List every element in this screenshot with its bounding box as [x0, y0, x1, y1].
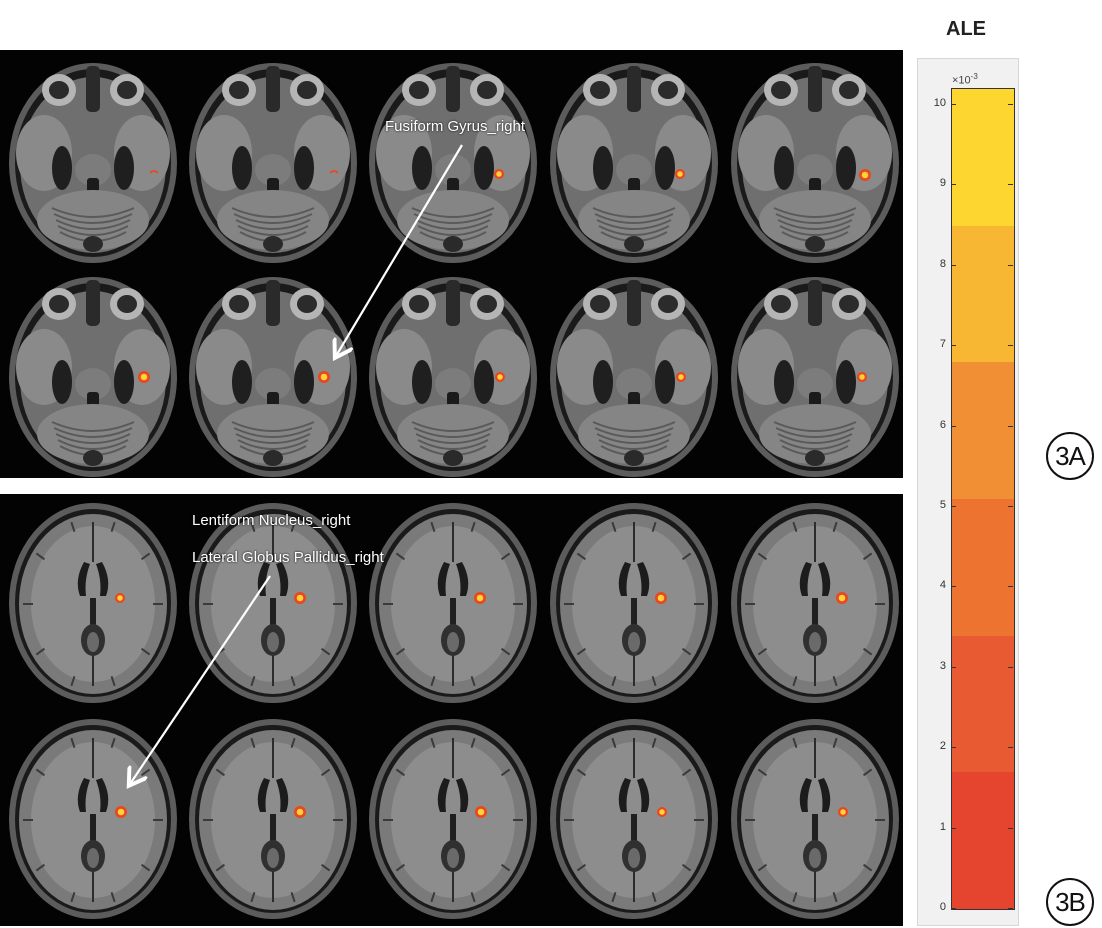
colorbar-segment [952, 499, 1014, 636]
colorbar-tick-mark [951, 345, 956, 347]
axial-slice-a-1 [4, 58, 182, 264]
colorbar-tick-mark [1008, 264, 1013, 266]
axial-slice-a-10 [726, 272, 904, 478]
axial-slice-a-8 [364, 272, 542, 478]
colorbar-tick-mark [951, 586, 956, 588]
colorbar-exponent: ×10-3 [952, 72, 978, 87]
colorbar-tick-label: 4 [939, 579, 946, 592]
axial-slice-b-2 [184, 500, 362, 706]
colorbar-tick-mark [1008, 827, 1013, 829]
colorbar-tick-label: 9 [939, 177, 946, 190]
panel-a-axial-slices: Fusiform Gyrus_right [0, 50, 903, 478]
axial-slice-a-3 [364, 58, 542, 264]
colorbar-tick-mark [1008, 184, 1013, 186]
colorbar-tick-mark [951, 827, 956, 829]
colorbar-tick-mark [951, 747, 956, 749]
colorbar-tick-label: 0 [939, 901, 946, 913]
colorbar-tick-mark [951, 104, 956, 106]
colorbar-tick-mark [951, 184, 956, 186]
colorbar-tick-mark [951, 666, 956, 668]
colorbar-tick-label: 8 [939, 257, 946, 270]
lentiform-nucleus-label: Lentiform Nucleus_right [192, 512, 351, 529]
axial-slice-a-2 [184, 58, 362, 264]
colorbar-tick-label: 1 [939, 820, 946, 833]
axial-slice-a-6 [4, 272, 182, 478]
colorbar-segment [952, 225, 1014, 363]
axial-slice-b-7 [184, 716, 362, 922]
axial-slice-a-9 [545, 272, 723, 478]
colorbar-tick-mark [1008, 425, 1013, 427]
colorbar-segment [952, 362, 1014, 499]
colorbar-segment [952, 89, 1014, 226]
axial-slice-b-5 [726, 500, 904, 706]
figure-label-3b: 3B [1046, 878, 1094, 926]
colorbar-tick-mark [1008, 666, 1013, 668]
figure-label-3a: 3A [1046, 432, 1094, 480]
fusiform-gyrus-label: Fusiform Gyrus_right [385, 118, 526, 135]
colorbar-tick-label: 5 [939, 499, 946, 512]
axial-slice-b-4 [545, 500, 723, 706]
colorbar-tick-mark [1008, 747, 1013, 749]
colorbar-title: ALE [946, 18, 986, 40]
colorbar-tick-label: 10 [933, 97, 946, 110]
colorbar-tick-mark [1008, 104, 1013, 106]
colorbar-tick-mark [951, 908, 956, 909]
axial-slice-b-10 [726, 716, 904, 922]
panel-b-axial-slices: Lentiform Nucleus_right Lateral Globus P… [0, 494, 903, 926]
axial-slice-b-3 [364, 500, 542, 706]
colorbar-tick-label: 3 [939, 659, 946, 672]
axial-slice-a-4 [545, 58, 723, 264]
colorbar-segment [952, 635, 1014, 773]
colorbar-tick-mark [1008, 506, 1013, 508]
axial-slice-a-7 [184, 272, 362, 478]
colorbar [951, 88, 1015, 910]
colorbar-tick-label: 6 [939, 418, 946, 431]
axial-slice-b-6 [4, 716, 182, 922]
colorbar-tick-label: 2 [939, 740, 946, 753]
colorbar-segment [952, 772, 1014, 909]
axial-slice-a-5 [726, 58, 904, 264]
axial-slice-b-9 [545, 716, 723, 922]
colorbar-tick-mark [1008, 586, 1013, 588]
colorbar-tick-mark [951, 425, 956, 427]
axial-slice-b-8 [364, 716, 542, 922]
colorbar-tick-label: 7 [939, 338, 946, 351]
colorbar-tick-mark [1008, 908, 1013, 909]
colorbar-tick-mark [951, 506, 956, 508]
axial-slice-b-1 [4, 500, 182, 706]
colorbar-tick-mark [951, 264, 956, 266]
colorbar-tick-mark [1008, 345, 1013, 347]
globus-pallidus-label: Lateral Globus Pallidus_right [192, 549, 384, 566]
